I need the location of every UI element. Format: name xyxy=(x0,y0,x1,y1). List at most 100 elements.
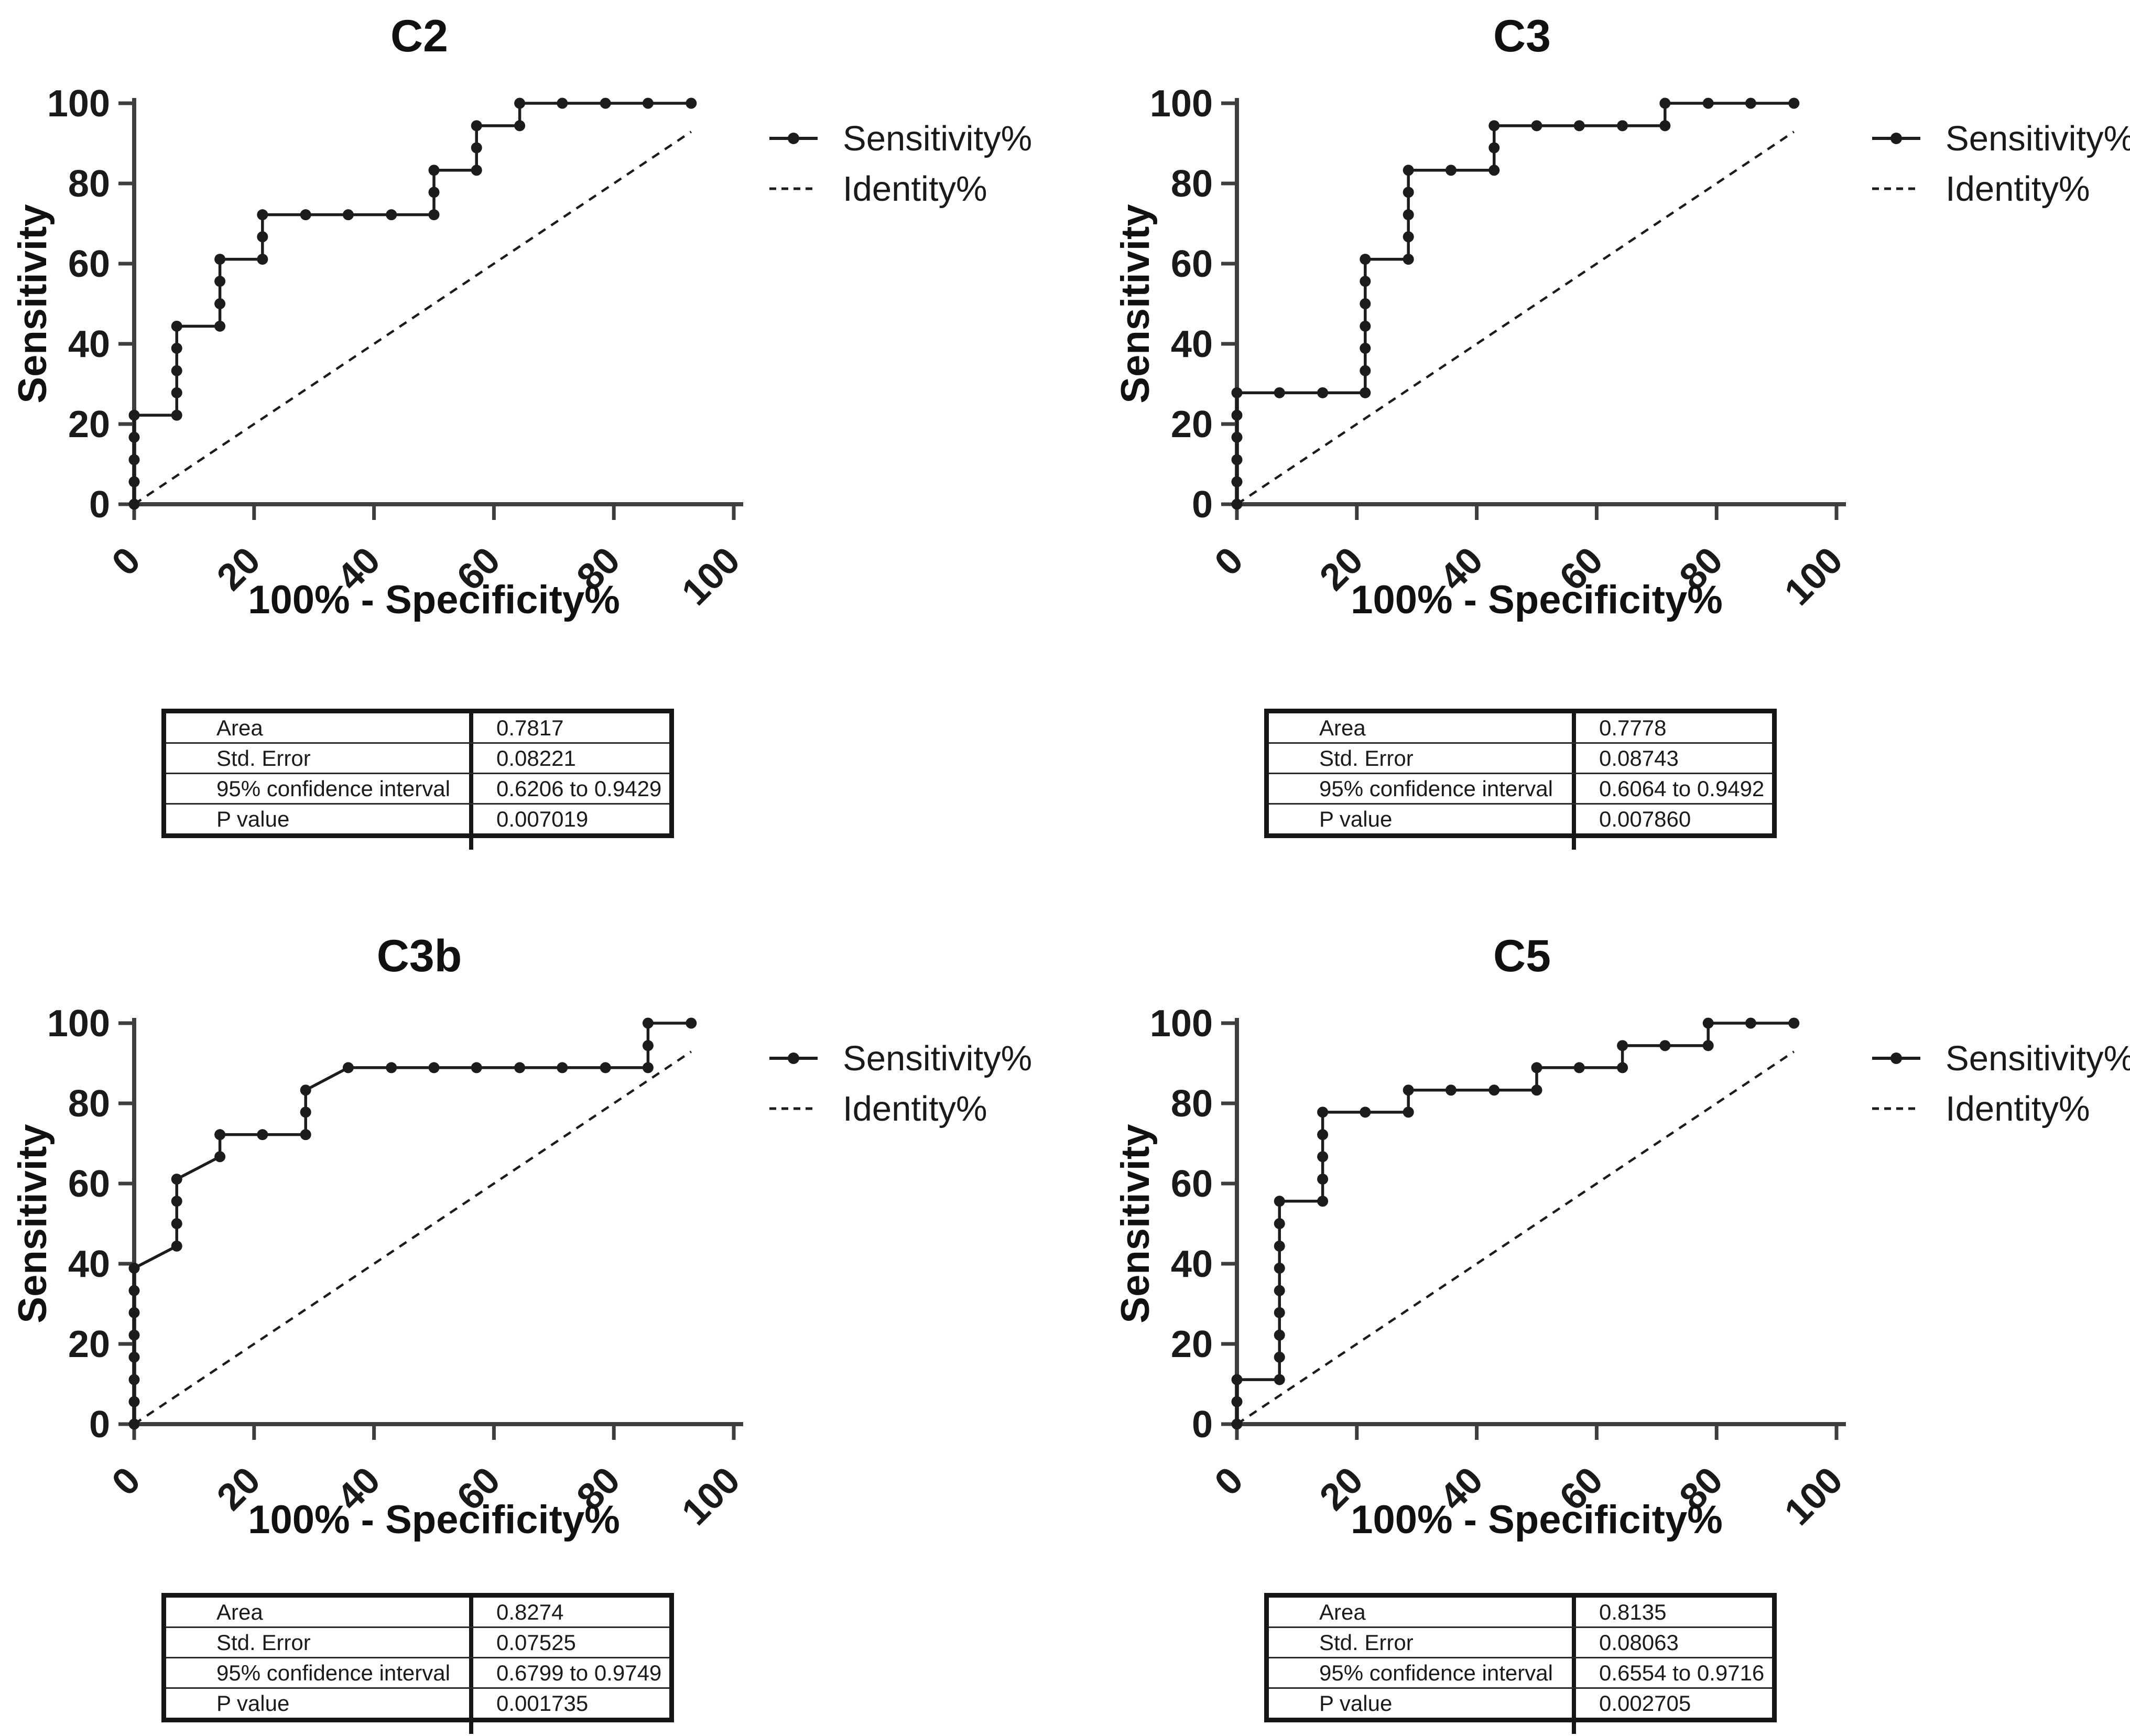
table-row: 95% confidence interval 0.6064 to 0.9492 xyxy=(1269,773,1772,803)
data-point xyxy=(1445,1084,1457,1096)
panel-title: C3 xyxy=(1493,11,1551,61)
stat-value: 0.6206 to 0.9429 xyxy=(496,776,662,801)
stat-label: Area xyxy=(1269,1598,1576,1626)
stat-value: 0.001735 xyxy=(496,1691,589,1716)
sensitivity-line-icon xyxy=(1872,1053,1920,1064)
stats-table: Area 0.8274 Std. Error 0.07525 95% confi… xyxy=(161,1593,674,1734)
y-tick-label: 0 xyxy=(1192,1404,1213,1446)
y-axis-title: Sensitivity xyxy=(1113,1124,1158,1323)
data-point xyxy=(1360,298,1371,309)
data-point xyxy=(600,97,611,109)
x-tick-label: 0 xyxy=(104,1459,148,1504)
data-point xyxy=(428,209,440,221)
stat-value: 0.08063 xyxy=(1599,1630,1679,1655)
data-point xyxy=(471,1062,482,1073)
y-tick-label: 80 xyxy=(68,1083,110,1125)
table-row: Std. Error 0.07525 xyxy=(166,1626,669,1657)
data-point xyxy=(1488,1084,1500,1096)
data-point xyxy=(1745,1017,1756,1029)
data-point xyxy=(1231,409,1243,421)
stats-table: Area 0.7817 Std. Error 0.08221 95% confi… xyxy=(161,709,674,850)
data-point xyxy=(1231,1374,1243,1385)
sensitivity-curve xyxy=(1235,102,1794,504)
data-point xyxy=(600,1062,611,1073)
data-point xyxy=(1488,142,1500,154)
identity-line-icon xyxy=(769,187,818,190)
table-row: Std. Error 0.08063 xyxy=(1269,1626,1772,1657)
data-point xyxy=(171,409,182,421)
data-point xyxy=(1231,1396,1243,1407)
x-axis-title: 100% - Specificity% xyxy=(248,578,620,622)
data-point xyxy=(514,1062,526,1073)
data-point xyxy=(1403,187,1414,198)
data-point xyxy=(128,1351,140,1363)
data-point xyxy=(1659,97,1671,109)
legend-label: Identity% xyxy=(1946,1089,2090,1129)
stat-label: P value xyxy=(1269,805,1576,833)
data-point xyxy=(1617,1062,1628,1073)
identity-line xyxy=(1236,1050,1795,1425)
stat-label: Area xyxy=(166,1598,473,1626)
x-axis-title: 100% - Specificity% xyxy=(1351,578,1723,622)
data-point xyxy=(642,97,654,109)
y-axis-title: Sensitivity xyxy=(1113,204,1158,403)
data-point xyxy=(128,1285,140,1296)
stat-value: 0.7778 xyxy=(1599,715,1667,740)
data-point xyxy=(1531,1062,1542,1073)
x-tick-label: 0 xyxy=(1207,539,1251,584)
data-point xyxy=(171,342,182,354)
panel-title: C3b xyxy=(376,931,462,981)
x-tick-label: 0 xyxy=(104,539,148,584)
x-axis-title: 100% - Specificity% xyxy=(248,1498,620,1542)
data-point xyxy=(1360,342,1371,354)
data-point xyxy=(514,97,526,109)
data-point xyxy=(257,1129,268,1141)
stat-label: P value xyxy=(166,805,473,833)
x-axis-title: 100% - Specificity% xyxy=(1351,1498,1723,1542)
data-point xyxy=(1702,1017,1714,1029)
data-point xyxy=(1274,1196,1285,1207)
table-row: Std. Error 0.08743 xyxy=(1269,742,1772,773)
data-point xyxy=(214,320,226,332)
y-tick-label: 80 xyxy=(68,163,110,205)
data-point xyxy=(642,1040,654,1051)
stat-value: 0.07525 xyxy=(496,1630,576,1655)
legend-item-identity: Identity% xyxy=(1871,1083,2130,1134)
data-point xyxy=(171,320,182,332)
sensitivity-line-icon xyxy=(769,1053,818,1064)
data-point xyxy=(1274,1285,1285,1296)
stat-label: P value xyxy=(166,1689,473,1718)
data-point xyxy=(1231,387,1243,398)
data-point xyxy=(1788,1017,1800,1029)
table-row: Std. Error 0.08221 xyxy=(166,742,669,773)
data-point xyxy=(1317,1106,1329,1118)
data-point xyxy=(428,187,440,198)
data-point xyxy=(1360,365,1371,376)
stat-label: Std. Error xyxy=(1269,744,1576,773)
stat-label: P value xyxy=(1269,1689,1576,1718)
data-point xyxy=(1231,431,1243,443)
panel-c3b: C3b 0 20 40 60 80 100 0 20 40 60 80 100 100% - Speci… xyxy=(0,920,1101,1736)
y-tick-label: 20 xyxy=(68,1323,110,1365)
data-point xyxy=(128,1396,140,1407)
sensitivity-line-icon xyxy=(769,133,818,144)
stat-value: 0.08221 xyxy=(496,746,576,771)
y-tick-label: 20 xyxy=(1171,404,1213,446)
data-point xyxy=(171,1196,182,1207)
data-point xyxy=(128,1262,140,1274)
data-point xyxy=(128,454,140,465)
data-point xyxy=(1274,1351,1285,1363)
data-point xyxy=(642,1062,654,1073)
data-point xyxy=(1531,1084,1542,1096)
legend-label: Sensitivity% xyxy=(1946,1038,2130,1078)
legend-label: Identity% xyxy=(1946,169,2090,209)
stat-value: 0.002705 xyxy=(1599,1691,1691,1716)
data-point xyxy=(214,276,226,287)
data-point xyxy=(386,1062,397,1073)
x-tick-label: 100 xyxy=(674,539,748,614)
y-axis-title: Sensitivity xyxy=(10,204,55,403)
table-row: P value 0.007860 xyxy=(1269,803,1772,833)
